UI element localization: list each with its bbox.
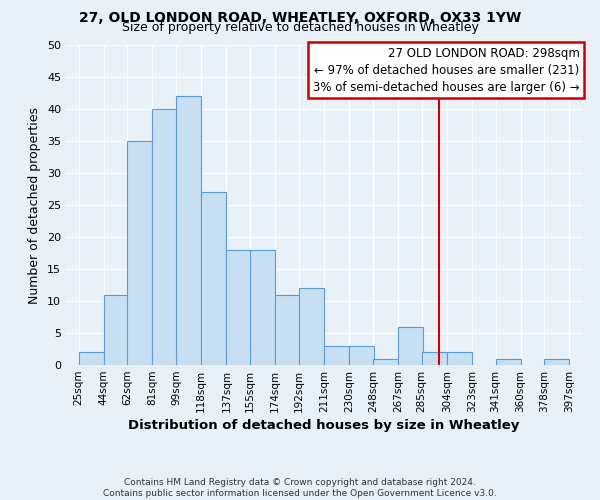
Bar	[447, 352, 472, 365]
Bar	[127, 141, 152, 365]
Bar	[349, 346, 374, 365]
Text: Contains HM Land Registry data © Crown copyright and database right 2024.
Contai: Contains HM Land Registry data © Crown c…	[103, 478, 497, 498]
Bar	[201, 192, 226, 365]
Bar	[79, 352, 104, 365]
Text: Size of property relative to detached houses in Wheatley: Size of property relative to detached ho…	[122, 21, 478, 34]
Bar	[324, 346, 349, 365]
Bar	[176, 96, 201, 365]
Bar	[496, 358, 521, 365]
Bar	[152, 109, 178, 365]
Bar	[544, 358, 569, 365]
Text: 27 OLD LONDON ROAD: 298sqm
← 97% of detached houses are smaller (231)
3% of semi: 27 OLD LONDON ROAD: 298sqm ← 97% of deta…	[313, 46, 580, 94]
Bar	[373, 358, 398, 365]
Bar	[299, 288, 324, 365]
Bar	[104, 294, 128, 365]
Bar	[250, 250, 275, 365]
Y-axis label: Number of detached properties: Number of detached properties	[28, 106, 41, 304]
Text: 27, OLD LONDON ROAD, WHEATLEY, OXFORD, OX33 1YW: 27, OLD LONDON ROAD, WHEATLEY, OXFORD, O…	[79, 11, 521, 25]
X-axis label: Distribution of detached houses by size in Wheatley: Distribution of detached houses by size …	[128, 419, 520, 432]
Bar	[422, 352, 447, 365]
Bar	[398, 326, 423, 365]
Bar	[275, 294, 300, 365]
Bar	[226, 250, 251, 365]
